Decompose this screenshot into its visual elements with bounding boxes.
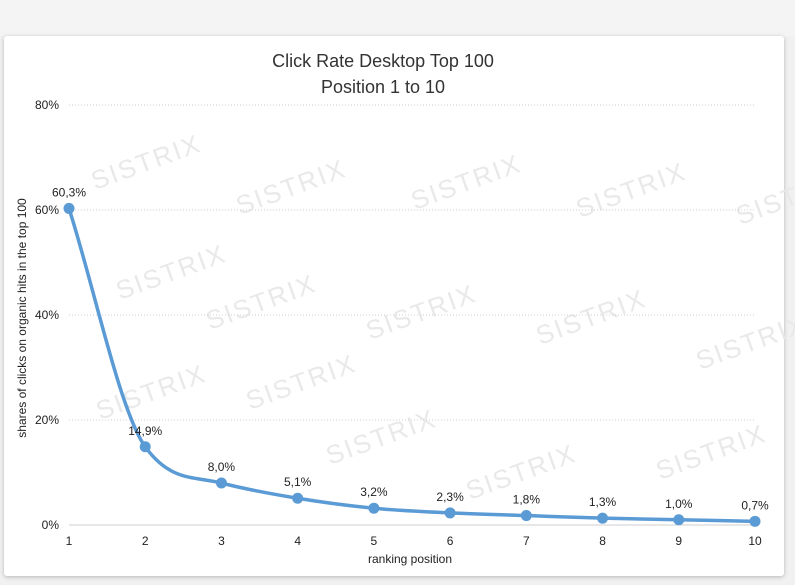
watermark-text: SISTRIX <box>692 308 795 376</box>
watermark-text: SISTRIX <box>242 348 360 416</box>
data-point <box>215 477 227 489</box>
data-label: 1,3% <box>589 495 617 509</box>
watermark-text: SISTRIX <box>202 268 320 336</box>
data-point <box>368 502 380 514</box>
gridlines <box>69 104 755 526</box>
x-tick-label: 3 <box>218 534 225 548</box>
data-label: 3,2% <box>360 485 388 499</box>
x-tick-label: 2 <box>142 534 149 548</box>
x-tick-label: 8 <box>599 534 606 548</box>
watermark-text: SISTRIX <box>232 153 350 221</box>
chart-card <box>4 36 784 576</box>
data-point <box>63 202 75 214</box>
data-points <box>63 202 761 527</box>
top-bar <box>0 0 795 36</box>
y-tick-label: 40% <box>35 308 59 322</box>
watermark-text: SISTRIX <box>532 283 650 351</box>
data-label: 2,3% <box>436 490 464 504</box>
x-tick-label: 6 <box>447 534 454 548</box>
data-label: 8,0% <box>208 460 236 474</box>
data-point <box>597 512 609 524</box>
y-tick-label: 60% <box>35 203 59 217</box>
y-axis-label: shares of clicks on organic hits in the … <box>15 198 29 438</box>
data-point <box>749 515 761 527</box>
y-tick-labels: 0% 20% 40% 60% 80% <box>35 98 59 532</box>
data-label: 1,0% <box>665 497 693 511</box>
x-tick-label: 7 <box>523 534 530 548</box>
data-label: 0,7% <box>741 498 769 512</box>
data-point <box>673 514 685 526</box>
x-tick-labels: 1 2 3 4 5 6 7 8 9 10 <box>66 534 762 548</box>
watermark-text: SISTRIX <box>87 128 205 196</box>
watermark-text: SISTRIX <box>407 148 525 216</box>
data-point <box>139 441 151 453</box>
watermark-text: SISTRIX <box>732 163 795 231</box>
data-labels: 60,3% 14,9% 8,0% 5,1% 3,2% 2,3% 1,8% 1,3% 1,0% 0,… <box>52 185 769 512</box>
data-label: 14,9% <box>128 424 162 438</box>
y-tick-label: 0% <box>42 518 60 532</box>
y-tick-label: 20% <box>35 413 59 427</box>
chart-title: Click Rate Desktop Top 100 <box>272 51 494 71</box>
watermark-text: SISTRIX <box>322 403 440 471</box>
x-tick-label: 9 <box>675 534 682 548</box>
x-tick-label: 4 <box>294 534 301 548</box>
chart-subtitle: Position 1 to 10 <box>321 77 445 97</box>
watermark-layer: SISTRIX SISTRIX SISTRIX SISTRIX SISTRIXSISTR… <box>87 128 795 506</box>
watermark-text: SISTRIX <box>652 418 770 486</box>
x-tick-label: 1 <box>66 534 73 548</box>
y-tick-label: 80% <box>35 98 59 112</box>
watermark-text: SISTRIX <box>92 358 210 426</box>
x-tick-label: 5 <box>371 534 378 548</box>
watermark-text: SISTRIX <box>572 156 690 224</box>
data-point <box>520 510 532 522</box>
watermark-text: SISTRIX <box>112 238 230 306</box>
data-label: 60,3% <box>52 185 86 199</box>
watermark-text: SISTRIX <box>362 278 480 346</box>
data-point <box>292 492 304 504</box>
data-label: 5,1% <box>284 475 312 489</box>
x-axis-label: ranking position <box>368 552 452 566</box>
data-label: 1,8% <box>513 493 541 507</box>
x-tick-label: 10 <box>748 534 762 548</box>
data-point <box>444 507 456 519</box>
